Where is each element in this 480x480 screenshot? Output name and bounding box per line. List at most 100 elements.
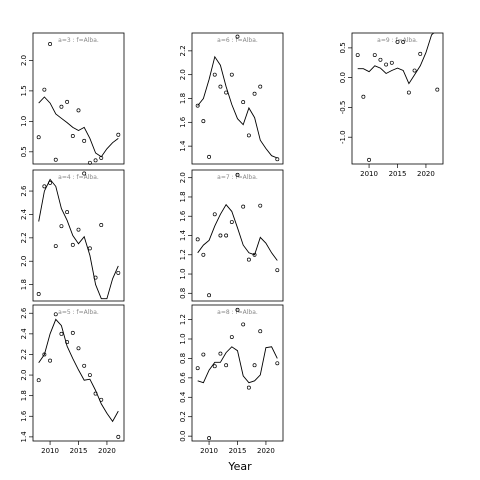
data-point	[87, 160, 92, 165]
data-point	[48, 358, 53, 363]
y-tick-label: 1.4	[179, 229, 187, 241]
y-tick-label: 2.4	[20, 328, 28, 340]
data-point	[207, 436, 212, 441]
x-tick-label: 2010	[360, 170, 378, 178]
y-tick-label: 2.0	[20, 369, 28, 380]
data-point	[229, 220, 234, 224]
panel-6: a=5 : f=Alba. 1.4 1.6 1.8 2.0 2.2 2.4 2.6 2010 20…	[20, 304, 125, 455]
x-tick-label: 2020	[98, 447, 116, 455]
panel-frame	[191, 32, 284, 165]
x-tick-label: 2010	[41, 447, 59, 455]
data-point	[70, 134, 75, 138]
data-point	[59, 224, 64, 229]
y-tick-label: 1.0	[179, 333, 187, 344]
panel-label: a=3 : f=Alba.	[58, 37, 99, 44]
panel-frame	[32, 32, 125, 165]
data-point	[65, 99, 70, 104]
data-point	[275, 361, 280, 366]
data-point	[195, 103, 200, 108]
y-tick-label: 0.0	[179, 431, 187, 442]
x-axis-label: Year	[227, 460, 252, 473]
y-tick-label: 2.0	[20, 55, 28, 66]
data-point	[99, 223, 104, 227]
data-point	[224, 90, 229, 95]
data-point	[235, 172, 240, 177]
data-point	[246, 257, 251, 262]
data-point	[241, 322, 246, 327]
data-point	[93, 275, 98, 280]
data-point	[367, 157, 372, 162]
data-point	[48, 180, 53, 185]
data-point	[116, 434, 121, 439]
x-tick-label: 2015	[229, 447, 247, 455]
y-tick-label: 2.0	[179, 172, 187, 183]
data-point	[224, 363, 229, 368]
x-tick-label: 2020	[417, 170, 435, 178]
y-tick-label: 2.0	[179, 69, 187, 80]
data-point	[195, 237, 200, 242]
y-tick-label: 1.0	[179, 268, 187, 279]
data-point	[212, 212, 217, 217]
data-point	[82, 171, 87, 176]
panel-frame	[191, 169, 284, 302]
y-tick-label: 2.2	[179, 45, 187, 56]
data-point	[218, 233, 223, 238]
data-point	[65, 340, 70, 345]
y-tick-label: 0.5	[339, 42, 347, 53]
y-tick-label: 0.8	[179, 288, 187, 299]
data-point	[241, 204, 246, 209]
data-point	[246, 133, 251, 138]
data-point	[218, 351, 223, 356]
x-tick-label: 2020	[257, 447, 275, 455]
data-point	[207, 154, 212, 159]
panel-frame	[351, 32, 444, 165]
data-point	[76, 346, 81, 351]
y-tick-label: 2.2	[20, 232, 28, 243]
data-point	[252, 91, 257, 96]
data-point	[372, 53, 377, 57]
data-point	[418, 51, 423, 56]
x-tick-label: 2015	[70, 447, 88, 455]
y-tick-label: 1.2	[179, 314, 187, 325]
data-point	[395, 39, 400, 44]
panel-label: a=5 : f=Alba.	[58, 309, 99, 316]
data-point	[70, 242, 75, 247]
data-point	[53, 312, 58, 317]
y-tick-label: 0.2	[179, 411, 187, 422]
data-point	[42, 352, 47, 357]
data-point	[195, 366, 200, 371]
data-point	[389, 60, 394, 65]
data-point	[36, 292, 41, 296]
data-point	[116, 132, 121, 137]
panel-label: a=7 : f=Alba.	[217, 174, 258, 181]
data-point	[235, 34, 240, 39]
y-tick-label: 1.5	[20, 85, 28, 96]
y-tick-label: 1.8	[20, 279, 28, 290]
fitted-line	[38, 318, 119, 423]
data-point	[53, 157, 58, 162]
y-tick-label: 2.6	[20, 185, 28, 197]
y-tick-label: 1.6	[179, 116, 187, 128]
data-point	[401, 39, 406, 44]
data-point	[59, 104, 64, 109]
data-point	[36, 135, 41, 140]
data-point	[229, 335, 234, 340]
panel-label: a=6 : f=Alba.	[217, 37, 258, 44]
data-point	[99, 155, 104, 160]
panel-1: a=3 : f=Alba. 0.5 1.0 1.5 2.0	[20, 32, 125, 165]
data-point	[53, 244, 58, 248]
y-tick-label: 1.8	[179, 93, 187, 104]
y-tick-label: 1.4	[20, 431, 28, 443]
x-tick-label: 2010	[200, 447, 218, 455]
y-tick-label: 1.0	[20, 116, 28, 127]
panel-5: a=7 : f=Alba. 0.8 1.0 1.2 1.4 1.6 1.8 2.0	[179, 169, 284, 302]
data-point	[116, 270, 121, 275]
data-point	[246, 385, 251, 390]
data-point	[201, 119, 206, 124]
y-tick-label: 1.2	[179, 249, 187, 260]
data-point	[378, 57, 383, 62]
data-point	[48, 42, 53, 46]
data-point	[212, 72, 217, 77]
data-point	[229, 72, 234, 77]
